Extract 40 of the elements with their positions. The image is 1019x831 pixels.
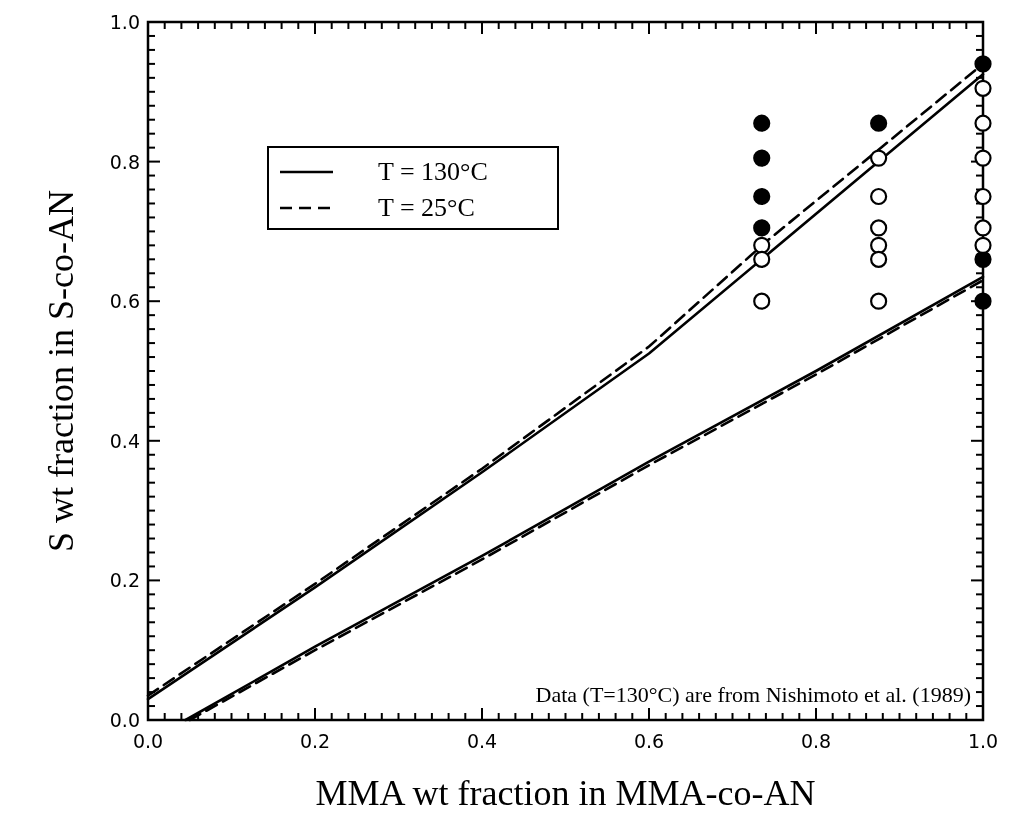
point (870, 114, 888, 132)
point (753, 187, 771, 206)
point (753, 149, 771, 167)
x-tick-label: 0.2 (299, 730, 331, 752)
y-tick-label: 0.2 (109, 569, 140, 592)
x-tick-label: 0.0 (132, 730, 164, 752)
point (753, 236, 771, 254)
y-axis-title: S wt fraction in S-co-AN (41, 190, 81, 552)
x-tick-label: 0.4 (466, 730, 498, 752)
x-tick-label: 0.8 (800, 730, 832, 752)
point (870, 187, 888, 206)
point (974, 79, 992, 97)
legend-label: T = 130°C (378, 157, 488, 186)
y-tick-label: 1.0 (109, 11, 140, 33)
point (974, 219, 992, 237)
x-tick-label: 0.6 (633, 730, 665, 752)
y-tick-label: 0.4 (109, 429, 140, 452)
y-tick-label: 0.8 (109, 150, 140, 173)
y-tick-label: 0.6 (109, 290, 140, 313)
point (753, 250, 771, 268)
point (870, 149, 888, 167)
point (870, 236, 888, 254)
x-tick-label: 1.0 (967, 730, 999, 752)
y-tick-label: 0.0 (109, 709, 140, 731)
point (870, 250, 888, 268)
point (974, 55, 992, 73)
point (974, 292, 992, 310)
point (974, 149, 992, 167)
legend-label: T = 25°C (378, 193, 475, 222)
point (870, 219, 888, 237)
point (753, 114, 771, 132)
annotation: Data (T=130°C) are from Nishimoto et al. (1989) (535, 682, 971, 707)
point (753, 219, 771, 237)
point (974, 250, 992, 268)
point (870, 292, 888, 310)
point (974, 114, 992, 132)
point (974, 187, 992, 206)
point (974, 236, 992, 254)
point (753, 292, 771, 310)
x-axis-title: MMA wt fraction in MMA-co-AN (315, 773, 816, 813)
